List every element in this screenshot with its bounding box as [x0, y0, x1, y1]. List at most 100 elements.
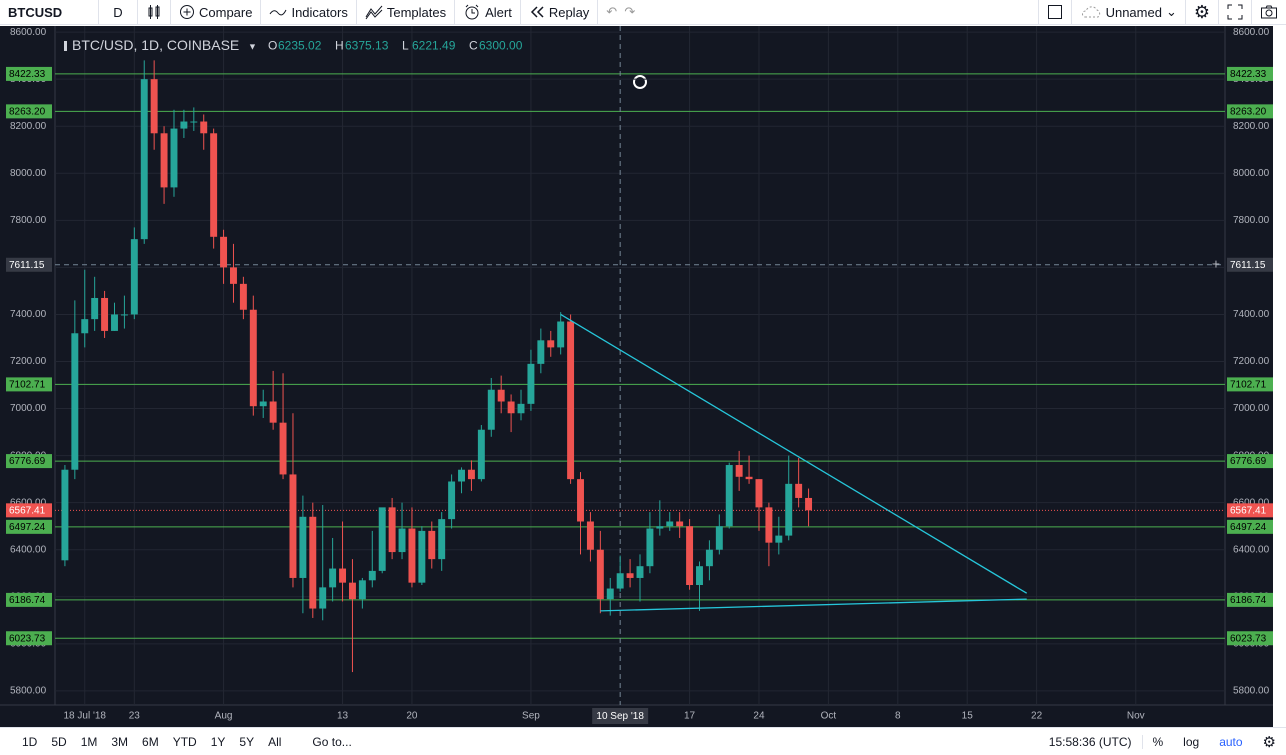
candle-body: [348, 582, 356, 600]
candle-body: [507, 401, 515, 414]
indicators[interactable]: Indicators: [261, 0, 357, 24]
candle-body: [190, 121, 198, 123]
candle-body: [735, 465, 743, 477]
goto[interactable]: Go to...: [312, 734, 352, 749]
compare[interactable]: Compare: [171, 0, 262, 24]
candle-body: [676, 521, 684, 527]
x-tick-label: Sep: [522, 711, 540, 722]
candle-body: [368, 570, 376, 581]
scale-option[interactable]: log: [1183, 734, 1200, 749]
candle-body: [269, 401, 277, 423]
fullscreen[interactable]: [1219, 0, 1252, 24]
x-tick-label: 8: [895, 711, 901, 722]
level-box: [6, 592, 52, 607]
level-label: 6023.73: [1230, 633, 1267, 644]
cloud-icon: [1081, 6, 1100, 18]
candle-body: [715, 526, 723, 550]
candle-body: [646, 528, 654, 567]
undo-redo[interactable]: ↶ ↷: [606, 4, 636, 19]
x-tick-label: 18 Jul '18: [63, 711, 106, 722]
candle-body: [111, 314, 118, 331]
crosshair-price-box: [1227, 257, 1273, 272]
level-box: [6, 454, 52, 469]
candle-body: [339, 568, 347, 583]
candle-body: [279, 422, 287, 475]
crosshair-plus: +: [1212, 255, 1220, 271]
y-tick-label: 7000.00: [1233, 403, 1270, 414]
ohlc-key: O: [268, 39, 277, 53]
candle-body: [448, 481, 456, 520]
candle-body: [656, 526, 664, 529]
label: Unnamed: [1105, 4, 1162, 20]
candle-body: [210, 133, 218, 237]
alert[interactable]: Alert: [455, 0, 521, 24]
range-button[interactable]: 1D: [22, 734, 38, 749]
candle-body: [91, 297, 99, 320]
candle-body: [765, 507, 773, 543]
scale-settings[interactable]: ⚙: [1262, 733, 1276, 751]
level-box: [1227, 104, 1273, 119]
range-button[interactable]: 5D: [51, 734, 67, 749]
range-button[interactable]: YTD: [172, 734, 197, 749]
chart-legend: BTC/USD, 1D, COINBASE ▼ O 6235.02 H 6375.13 L 6…: [64, 37, 523, 53]
candle-body: [249, 309, 257, 407]
level-box: [6, 104, 52, 119]
scale-option[interactable]: %: [1152, 734, 1164, 749]
candle-body: [170, 128, 178, 188]
y-tick-label: 7800.00: [10, 215, 47, 226]
y-tick-label: 6400.00: [1233, 544, 1270, 555]
range-button[interactable]: 6M: [142, 734, 159, 749]
last-price-label: 6567.41: [1230, 505, 1267, 516]
candle-body: [606, 588, 614, 600]
snapshot[interactable]: [1252, 0, 1286, 24]
camera-icon: [1261, 5, 1277, 19]
candle-body: [130, 239, 138, 315]
level-box: [1227, 66, 1273, 81]
y-tick-label: 8200.00: [1233, 121, 1270, 132]
x-tick-label: 23: [129, 711, 141, 722]
symbol-search[interactable]: BTCUSD: [0, 0, 99, 24]
chart-style[interactable]: [138, 0, 171, 24]
candle-body: [725, 465, 733, 527]
level-label: 8263.20: [1230, 106, 1267, 117]
replay[interactable]: Replay: [521, 0, 599, 24]
right-panel: [1273, 26, 1286, 727]
ohlc-value: 6235.02: [278, 39, 322, 53]
ohlc-value: 6221.49: [412, 39, 456, 53]
candle-body: [745, 476, 753, 480]
level-box: [6, 631, 52, 646]
label: Replay: [548, 4, 590, 20]
candle-body: [477, 429, 485, 480]
caret: ⌄: [1165, 4, 1177, 19]
candle-body: [309, 516, 317, 609]
candle-body: [61, 469, 69, 561]
candle-body: [517, 403, 525, 414]
y-tick-label: 7800.00: [1233, 215, 1270, 226]
level-box: [1227, 454, 1273, 469]
level-label: 8263.20: [9, 106, 46, 117]
template-icon: [365, 5, 383, 20]
candle-body: [160, 133, 168, 188]
range-button[interactable]: 3M: [111, 734, 129, 749]
y-tick-label: 8000.00: [10, 168, 47, 179]
last-price-box: [1227, 503, 1273, 518]
range-button[interactable]: 1Y: [210, 734, 226, 749]
range-button[interactable]: 5Y: [239, 734, 255, 749]
templates[interactable]: Templates: [357, 0, 456, 24]
x-tick-label: 13: [337, 711, 349, 722]
settings[interactable]: ⚙: [1186, 0, 1219, 24]
level-box: [1227, 592, 1273, 607]
range-button[interactable]: 1M: [80, 734, 98, 749]
candle-body: [408, 528, 416, 583]
range-button[interactable]: All: [268, 734, 282, 749]
scale-option[interactable]: auto: [1219, 734, 1243, 749]
level-label: 8422.33: [1230, 69, 1267, 80]
candle-body: [81, 319, 89, 334]
interval[interactable]: D: [99, 0, 138, 24]
layout-name[interactable]: Unnamed ⌄: [1072, 0, 1186, 24]
candle-body: [487, 389, 495, 430]
level-box: [1227, 519, 1273, 534]
clock-icon: [465, 4, 479, 20]
multi-layout[interactable]: [1037, 0, 1072, 24]
